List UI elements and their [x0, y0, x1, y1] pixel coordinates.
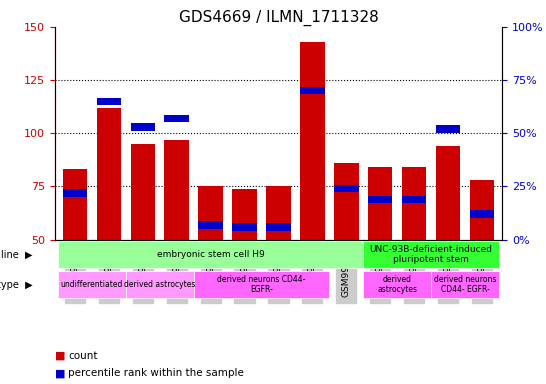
Bar	[97, 108, 121, 346]
Text: derived neurons CD44-
EGFR-: derived neurons CD44- EGFR-	[217, 275, 306, 294]
FancyBboxPatch shape	[194, 271, 329, 298]
FancyBboxPatch shape	[58, 271, 126, 298]
Bar	[402, 195, 426, 203]
Bar	[233, 223, 257, 231]
Bar	[334, 185, 359, 192]
Bar	[368, 167, 393, 346]
FancyBboxPatch shape	[363, 271, 431, 298]
Bar	[436, 125, 460, 133]
Bar	[198, 221, 223, 228]
Bar	[164, 115, 189, 122]
Bar	[470, 210, 494, 218]
Bar	[63, 169, 87, 346]
Bar	[334, 163, 359, 346]
Title: GDS4669 / ILMN_1711328: GDS4669 / ILMN_1711328	[179, 9, 378, 25]
FancyBboxPatch shape	[58, 241, 363, 268]
FancyBboxPatch shape	[431, 271, 499, 298]
Text: percentile rank within the sample: percentile rank within the sample	[68, 368, 244, 378]
Bar	[266, 187, 290, 346]
FancyBboxPatch shape	[363, 241, 499, 268]
Text: cell type  ▶: cell type ▶	[0, 280, 32, 290]
Bar	[436, 146, 460, 346]
Text: ■: ■	[55, 351, 65, 361]
Bar	[63, 189, 87, 197]
Text: derived astrocytes: derived astrocytes	[124, 280, 195, 289]
Bar	[233, 189, 257, 346]
Text: UNC-93B-deficient-induced
pluripotent stem: UNC-93B-deficient-induced pluripotent st…	[370, 245, 492, 264]
Bar	[130, 144, 155, 346]
Bar	[402, 167, 426, 346]
Text: undifferentiated: undifferentiated	[61, 280, 123, 289]
Bar	[198, 187, 223, 346]
FancyBboxPatch shape	[126, 271, 194, 298]
Bar	[164, 140, 189, 346]
Text: derived
astrocytes: derived astrocytes	[377, 275, 417, 294]
Bar	[368, 195, 393, 203]
Text: cell line  ▶: cell line ▶	[0, 250, 32, 260]
Text: ■: ■	[55, 368, 65, 378]
Bar	[130, 123, 155, 131]
Bar	[300, 42, 324, 346]
Bar	[300, 87, 324, 94]
Text: embryonic stem cell H9: embryonic stem cell H9	[157, 250, 264, 259]
Bar	[97, 98, 121, 105]
Bar	[266, 223, 290, 231]
Text: derived neurons
CD44- EGFR-: derived neurons CD44- EGFR-	[434, 275, 496, 294]
Bar	[470, 180, 494, 346]
Text: count: count	[68, 351, 98, 361]
